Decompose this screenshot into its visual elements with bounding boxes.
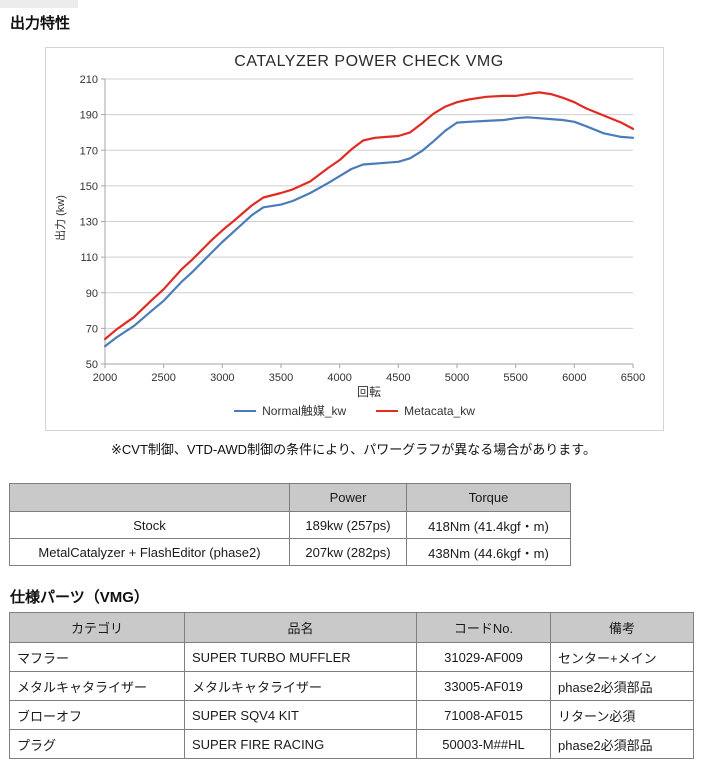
power-chart: CATALYZER POWER CHECK VMG 50 70 90 110 130 15… xyxy=(45,47,664,431)
table-header-cell: コードNo. xyxy=(416,612,551,643)
table-row: プラグ SUPER FIRE RACING 50003-M##HL phase2必須部… xyxy=(9,729,694,759)
y-tick-label: 50 xyxy=(86,359,98,371)
series-line-0 xyxy=(103,116,635,348)
y-tick-label: 90 xyxy=(86,288,98,300)
table-cell: メタルキャタライザー xyxy=(9,671,185,701)
y-tick-label: 210 xyxy=(80,74,98,86)
x-tick-label: 3000 xyxy=(210,372,234,384)
table-cell: マフラー xyxy=(9,642,185,672)
legend-label: Normal触媒_kw xyxy=(262,404,347,418)
chart-legend: Normal触媒_kw Metacata_kw xyxy=(46,402,663,419)
y-axis-label: 出力 (kw) xyxy=(55,195,67,241)
table-row: メタルキャタライザー メタルキャタライザー 33005-AF019 phase2必須部… xyxy=(9,671,694,701)
table-cell: 418Nm (41.4kgf・m) xyxy=(406,511,571,539)
x-tick-label: 4500 xyxy=(386,372,410,384)
parts-spec-table: カテゴリ 品名 コードNo. 備考 マフラー SUPER TURBO MUFFLER 310… xyxy=(9,612,694,759)
table-header-cell xyxy=(9,483,290,512)
legend-line-swatch-blue xyxy=(234,409,257,412)
x-tick-label: 3500 xyxy=(269,372,293,384)
x-tick-label: 2000 xyxy=(93,372,117,384)
table-cell: phase2必須部品 xyxy=(550,729,694,759)
table-cell: SUPER SQV4 KIT xyxy=(184,700,417,730)
table-cell: 207kw (282ps) xyxy=(289,538,407,566)
table-header-cell: 品名 xyxy=(184,612,417,643)
table-cell: 33005-AF019 xyxy=(416,671,551,701)
y-tick-label: 170 xyxy=(80,145,98,157)
table-cell: プラグ xyxy=(9,729,185,759)
legend-label: Metacata_kw xyxy=(404,403,475,418)
table-cell: 50003-M##HL xyxy=(416,729,551,759)
table-cell: SUPER FIRE RACING xyxy=(184,729,417,759)
legend-line-swatch-red xyxy=(376,409,399,412)
table-cell: 438Nm (44.6kgf・m) xyxy=(406,538,571,566)
y-tick-label: 190 xyxy=(80,110,98,122)
chart-note: ※CVT制御、VTD-AWD制御の条件により、パワーグラフが異なる場合があります… xyxy=(111,442,596,457)
section-title-parts: 仕様パーツ（VMG） xyxy=(10,589,149,606)
x-tick-label: 6500 xyxy=(621,372,645,384)
y-tick-label: 70 xyxy=(86,323,98,335)
table-header-cell: Power xyxy=(289,483,407,512)
series-line-1 xyxy=(103,91,635,341)
section-title-output: 出力特性 xyxy=(10,15,71,32)
table-cell: 189kw (257ps) xyxy=(289,511,407,539)
table-cell: センター+メイン xyxy=(550,642,694,672)
table-cell: 31029-AF009 xyxy=(416,642,551,672)
legend-item-metacata: Metacata_kw xyxy=(376,402,475,419)
table-row: Stock 189kw (257ps) 418Nm (41.4kgf・m) xyxy=(9,511,571,539)
table-header-cell: カテゴリ xyxy=(9,612,185,643)
table-cell: ブローオフ xyxy=(9,700,185,730)
x-tick-label: 6000 xyxy=(562,372,586,384)
chart-title: CATALYZER POWER CHECK VMG xyxy=(234,53,504,70)
chart-plot-area: 50 70 90 110 130 150 170 190 210 2000 2500 3000 3500… xyxy=(80,74,646,384)
y-tick-label: 110 xyxy=(80,252,98,264)
x-tick-label: 5000 xyxy=(445,372,469,384)
table-cell: メタルキャタライザー xyxy=(184,671,417,701)
x-axis-label: 回転 xyxy=(356,385,381,399)
table-header-cell: Torque xyxy=(406,483,571,512)
table-cell: リターン必須 xyxy=(550,700,694,730)
power-torque-table: Power Torque Stock 189kw (257ps) 418Nm (41.4… xyxy=(9,483,571,566)
table-row: マフラー SUPER TURBO MUFFLER 31029-AF009 センター+メ… xyxy=(9,642,694,672)
y-tick-label: 150 xyxy=(80,181,98,193)
table-cell: SUPER TURBO MUFFLER xyxy=(184,642,417,672)
table-row: MetalCatalyzer + FlashEditor (phase2) 207… xyxy=(9,538,571,566)
x-tick-label: 5500 xyxy=(503,372,527,384)
top-left-artifact xyxy=(0,0,78,8)
x-tick-label: 2500 xyxy=(151,372,175,384)
table-cell: 71008-AF015 xyxy=(416,700,551,730)
y-tick-label: 130 xyxy=(80,217,98,229)
legend-item-normal: Normal触媒_kw xyxy=(234,402,346,419)
x-tick-label: 4000 xyxy=(327,372,351,384)
table-cell: MetalCatalyzer + FlashEditor (phase2) xyxy=(9,538,290,566)
table-cell: phase2必須部品 xyxy=(550,671,694,701)
table-row: ブローオフ SUPER SQV4 KIT 71008-AF015 リターン必須 xyxy=(9,700,694,730)
table-cell: Stock xyxy=(9,511,290,539)
table-header-cell: 備考 xyxy=(550,612,694,643)
